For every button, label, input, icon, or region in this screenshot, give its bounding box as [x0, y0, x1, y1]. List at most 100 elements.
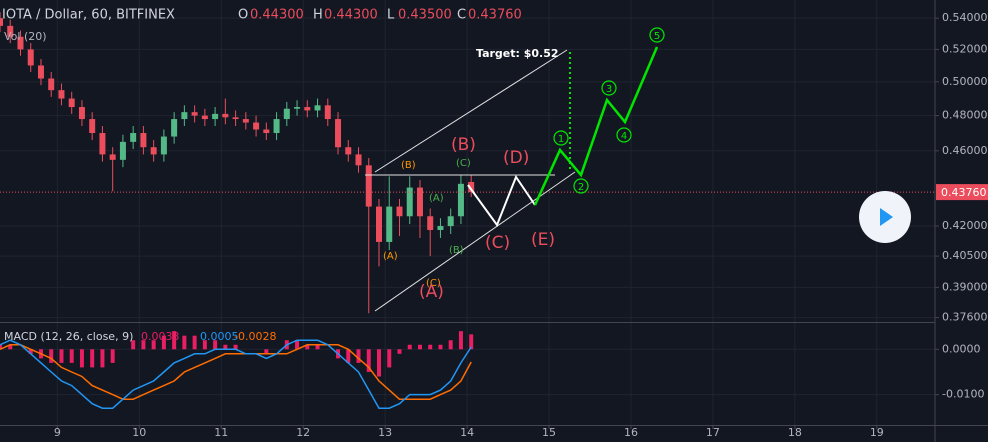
- candle-body: [468, 181, 475, 193]
- annotation: (C): [456, 158, 471, 169]
- macd-histogram-bar: [448, 340, 453, 350]
- candle-body: [406, 187, 413, 217]
- grid: [0, 0, 935, 425]
- macd-histogram-bar: [264, 349, 269, 354]
- macd-histogram-bar: [131, 340, 136, 350]
- candle-body: [140, 133, 147, 148]
- ohlc-value: 0.43500: [398, 8, 452, 23]
- macd-histogram-bar: [428, 344, 433, 350]
- macd-histogram-bar: [28, 349, 33, 354]
- macd-histogram-bar: [233, 344, 238, 350]
- y-tick-label: 0.40500: [942, 249, 988, 262]
- candle-body: [263, 129, 270, 134]
- y-tick-label: 0.42000: [942, 219, 988, 232]
- wave-circle: [616, 127, 632, 143]
- candle-body: [89, 119, 96, 134]
- x-tick-label: 19: [870, 426, 884, 439]
- macd-histogram-bar: [366, 349, 371, 372]
- y-tick-label: -0.0100: [942, 388, 984, 401]
- volume-label: Vol (20): [4, 30, 47, 43]
- candle-body: [447, 216, 454, 227]
- macd-histogram-bar: [469, 334, 474, 350]
- candle-body: [416, 187, 423, 217]
- annotation: (D): [503, 148, 529, 168]
- macd-histogram-bar: [387, 349, 392, 368]
- candle-body: [242, 119, 249, 123]
- time-axis-bg: [0, 425, 988, 442]
- macd-histogram-bar: [346, 349, 351, 363]
- candle-body: [68, 98, 75, 108]
- candle-body: [253, 122, 260, 130]
- candle-body: [283, 108, 290, 120]
- candle-body: [314, 105, 321, 111]
- candle-body: [119, 141, 126, 160]
- macd-histogram-bar: [305, 344, 310, 350]
- annotation: (A): [383, 251, 398, 262]
- wave-label: 5: [654, 31, 660, 42]
- y-tick-label: 0.52000: [942, 42, 988, 55]
- candle-body: [109, 154, 116, 160]
- candle-body: [171, 119, 178, 137]
- macd-histogram-bar: [192, 335, 197, 350]
- annotation: Target: $0.52: [476, 47, 559, 60]
- candle-body: [355, 154, 362, 166]
- ohlc-key: H: [313, 8, 323, 23]
- candle-body: [7, 25, 14, 37]
- wave-label: 3: [606, 84, 612, 95]
- macd-value: 0.0033: [141, 330, 180, 343]
- ohlc-value: 0.43760: [468, 8, 522, 23]
- annotation: (B): [401, 160, 416, 171]
- last-price-label: 0.43760: [941, 186, 987, 199]
- candle-body: [191, 112, 198, 116]
- trend-line: [374, 171, 576, 312]
- wave-label: 2: [578, 182, 584, 193]
- macd-value: -0.0028: [234, 330, 276, 343]
- candle-body: [335, 119, 342, 148]
- ohlc-key: L: [387, 8, 395, 23]
- macd-histogram-bar: [223, 344, 228, 350]
- drawings: Target: $0.52 (B) (C) (A) (A) (B) (C) (A…: [365, 27, 665, 312]
- macd-histogram-bar: [295, 340, 300, 350]
- candle-body: [0, 18, 3, 26]
- candle-body: [427, 216, 434, 231]
- wave-circle: [553, 130, 569, 146]
- header: IOTA / Dollar, 60, BITFINEX O 0.44300 H …: [2, 8, 522, 344]
- macd-histogram-bar: [79, 349, 84, 368]
- chart-title: IOTA / Dollar, 60, BITFINEX: [2, 8, 175, 23]
- candle-body: [37, 65, 44, 79]
- ohlc-value: 0.44300: [324, 8, 378, 23]
- y-tick-label: 0.0000: [942, 342, 981, 355]
- x-tick-label: 17: [706, 426, 720, 439]
- annotation: (A): [419, 282, 444, 302]
- macd-histogram-bar: [141, 340, 146, 350]
- candle-body: [273, 119, 280, 134]
- candle-body: [48, 78, 55, 91]
- macd-legend: MACD (12, 26, close, 9): [4, 330, 133, 343]
- x-tick-label: 13: [378, 426, 392, 439]
- wave-path: [533, 46, 659, 206]
- macd-histogram-bar: [356, 349, 361, 363]
- candle-body: [294, 107, 301, 109]
- wave-label: 1: [558, 134, 564, 145]
- play-button[interactable]: [859, 191, 911, 243]
- candle-body: [232, 117, 239, 120]
- wave-circle: [601, 80, 617, 96]
- y-tick-label: 0.39000: [942, 280, 988, 293]
- macd-histogram-bar: [315, 344, 320, 350]
- macd-histogram-bar: [90, 349, 95, 368]
- candle-body: [201, 115, 208, 120]
- play-icon[interactable]: [880, 208, 893, 226]
- candle-body: [365, 165, 372, 207]
- macd-histogram-bar: [376, 349, 381, 377]
- ohlc-value: 0.44300: [250, 8, 304, 23]
- candle-body: [99, 133, 106, 155]
- candle-body: [150, 147, 157, 155]
- macd-histogram-bar: [49, 349, 54, 363]
- y-tick-label: 0.48000: [942, 109, 988, 122]
- candle-body: [181, 112, 188, 120]
- annotation: (A): [429, 193, 444, 204]
- macd-histogram-bar: [182, 335, 187, 350]
- annotation: (C): [426, 278, 441, 289]
